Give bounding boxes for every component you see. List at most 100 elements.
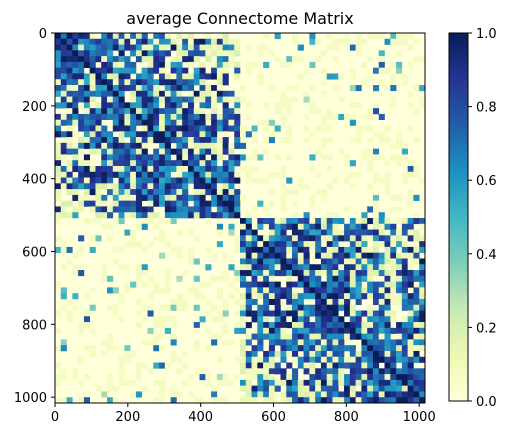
heatmap-cell	[170, 183, 177, 190]
heatmap-cell	[332, 287, 339, 294]
heatmap-cell	[176, 183, 183, 190]
heatmap-cell	[170, 102, 177, 109]
heatmap-cell	[107, 67, 114, 74]
heatmap-cell	[159, 333, 166, 340]
heatmap-cell	[332, 304, 339, 311]
heatmap-cell	[228, 148, 235, 155]
heatmap-cell	[419, 223, 426, 230]
heatmap-cell	[95, 142, 102, 149]
heatmap-cell	[147, 327, 154, 334]
heatmap-cell	[257, 333, 264, 340]
heatmap-cell	[164, 281, 171, 288]
heatmap-cell	[280, 241, 287, 248]
heatmap-cell	[378, 327, 385, 334]
heatmap-cell	[326, 73, 333, 80]
heatmap-cell	[164, 44, 171, 51]
heatmap-cell	[297, 397, 304, 404]
heatmap-cell	[396, 322, 403, 329]
heatmap-cell	[309, 391, 316, 398]
heatmap-cell	[367, 206, 374, 213]
heatmap-cell	[55, 33, 62, 40]
heatmap-cell	[118, 90, 125, 97]
heatmap-cell	[332, 275, 339, 282]
heatmap-cell	[159, 362, 166, 369]
heatmap-cell	[286, 385, 293, 392]
heatmap-cell	[286, 281, 293, 288]
heatmap-cell	[205, 246, 212, 253]
heatmap-cell	[147, 96, 154, 103]
colorbar-tick-label: 0.4	[476, 248, 497, 263]
heatmap-cell	[159, 345, 166, 352]
heatmap-cell	[384, 345, 391, 352]
heatmap-cell	[112, 258, 119, 265]
heatmap-cell	[170, 333, 177, 340]
heatmap-cell	[83, 61, 90, 68]
heatmap-cell	[222, 102, 229, 109]
heatmap-cell	[315, 374, 322, 381]
heatmap-cell	[320, 362, 328, 369]
heatmap-cells	[55, 33, 426, 404]
heatmap-cell	[95, 218, 102, 225]
y-tick-label: 400	[22, 173, 47, 188]
heatmap-cell	[118, 374, 125, 381]
heatmap-cell	[182, 142, 189, 149]
heatmap-cell	[118, 368, 125, 375]
heatmap-cell	[164, 212, 171, 219]
heatmap-cell	[297, 235, 304, 242]
heatmap-cell	[147, 113, 154, 121]
heatmap-cell	[60, 56, 67, 63]
heatmap-cell	[95, 235, 102, 242]
heatmap-cell	[60, 33, 67, 40]
heatmap-cell	[135, 50, 143, 57]
heatmap-cell	[153, 212, 160, 219]
heatmap-cell	[78, 264, 85, 271]
heatmap-cell	[112, 56, 119, 63]
heatmap-cell	[187, 374, 195, 381]
heatmap-cell	[280, 316, 287, 323]
heatmap-cell	[89, 73, 96, 80]
heatmap-cell	[101, 38, 108, 45]
heatmap-cell	[193, 212, 200, 219]
heatmap-cell	[55, 235, 62, 242]
heatmap-cell	[170, 61, 177, 68]
heatmap-cell	[349, 160, 356, 167]
heatmap-cell	[153, 189, 160, 196]
heatmap-cell	[326, 246, 333, 253]
heatmap-cell	[268, 241, 275, 248]
heatmap-cell	[182, 50, 189, 57]
heatmap-cell	[263, 61, 270, 68]
heatmap-cell	[390, 85, 397, 92]
heatmap-cell	[72, 119, 79, 126]
heatmap-cell	[280, 368, 287, 375]
heatmap-cell	[344, 275, 351, 282]
heatmap-cell	[419, 333, 426, 340]
heatmap-cell	[66, 298, 73, 306]
heatmap-cell	[153, 177, 160, 184]
heatmap-cell	[251, 333, 258, 340]
heatmap-cell	[280, 194, 287, 201]
heatmap-cell	[396, 287, 403, 294]
heatmap-cell	[89, 61, 96, 68]
heatmap-cell	[78, 327, 85, 334]
heatmap-cell	[66, 33, 73, 40]
heatmap-cell	[315, 339, 322, 346]
heatmap-cell	[263, 177, 270, 184]
heatmap-cell	[413, 293, 420, 300]
heatmap-cell	[72, 33, 79, 40]
heatmap-cell	[159, 119, 166, 126]
heatmap-cell	[396, 345, 403, 352]
heatmap-cell	[55, 142, 62, 149]
heatmap-cell	[187, 33, 195, 40]
heatmap-cell	[257, 356, 264, 363]
heatmap-cell	[83, 316, 90, 323]
heatmap-cell	[245, 252, 252, 259]
heatmap-cell	[355, 310, 362, 317]
heatmap-cell	[332, 252, 339, 259]
heatmap-cell	[303, 113, 310, 121]
heatmap-cell	[292, 200, 299, 207]
heatmap-cell	[263, 287, 270, 294]
heatmap-cell	[413, 356, 420, 363]
heatmap-cell	[303, 270, 310, 277]
heatmap-cell	[326, 183, 333, 190]
heatmap-cell	[303, 356, 310, 363]
